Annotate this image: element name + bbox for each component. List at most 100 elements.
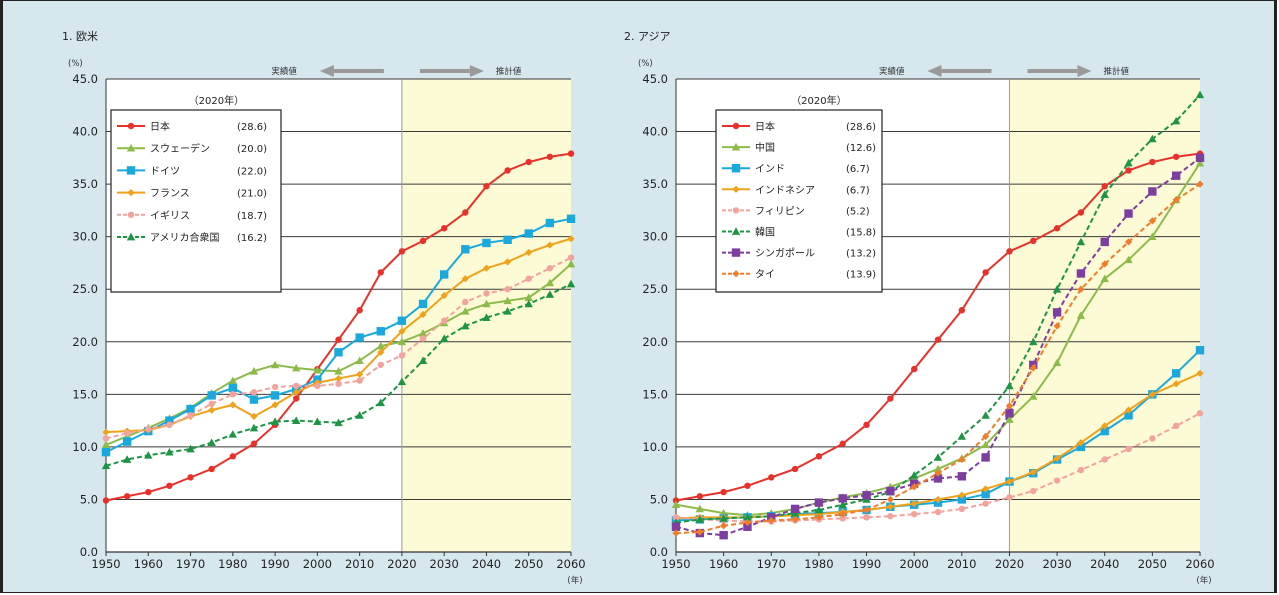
data-point [419, 310, 427, 319]
data-point [208, 465, 215, 473]
data-point [982, 485, 990, 493]
data-point [462, 298, 469, 306]
data-point [418, 329, 428, 337]
legend-label: インド [755, 164, 785, 175]
data-point [335, 336, 342, 343]
data-point [1100, 237, 1109, 247]
data-point [503, 307, 512, 315]
data-point [145, 425, 152, 433]
data-point [546, 153, 554, 160]
data-point [355, 411, 364, 419]
data-point [101, 447, 111, 457]
legend-label: インドネシア [755, 184, 815, 196]
data-point [334, 374, 343, 383]
data-point [1077, 209, 1085, 216]
data-point [1029, 337, 1038, 346]
data-point [545, 218, 555, 228]
data-point [838, 494, 847, 503]
data-point [461, 275, 469, 283]
x-unit-label: (年) [567, 575, 582, 586]
data-point [958, 307, 966, 314]
data-point [958, 455, 966, 464]
data-point [122, 455, 132, 463]
x-tick-label: 2010 [345, 557, 374, 571]
y-tick-label: 25.0 [72, 282, 98, 296]
data-point [419, 335, 427, 342]
data-point [957, 472, 967, 481]
data-point [1052, 308, 1062, 317]
data-point [1172, 380, 1180, 388]
data-point [815, 453, 823, 460]
data-point [1101, 456, 1108, 463]
data-point [1052, 358, 1062, 367]
data-point [271, 383, 279, 391]
data-point [695, 515, 705, 523]
data-point [123, 430, 131, 437]
data-point [335, 380, 342, 388]
data-point [1124, 158, 1133, 167]
actual-arrow-shaft [333, 69, 384, 73]
data-point [1077, 439, 1085, 447]
x-tick-label: 2000 [900, 557, 929, 571]
data-point [503, 296, 512, 305]
legend-label: 中国 [755, 141, 775, 154]
data-point [292, 416, 301, 424]
legend-label: アメリカ合衆国 [150, 231, 220, 244]
data-point [166, 482, 173, 489]
y-tick-label: 5.0 [80, 492, 98, 506]
data-point [482, 264, 491, 272]
data-point [461, 321, 470, 330]
data-point [814, 498, 824, 507]
legend-title: （2020年） [791, 94, 846, 107]
data-point [249, 395, 259, 404]
actual-label: 実績値 [879, 66, 905, 77]
data-point [1077, 285, 1085, 293]
data-point [524, 293, 533, 301]
data-point [525, 275, 532, 282]
data-point [791, 465, 799, 473]
data-point [546, 241, 554, 249]
y-tick-label: 35.0 [72, 177, 98, 191]
data-point [101, 440, 111, 449]
series-1 [672, 150, 1204, 504]
data-point [566, 259, 576, 268]
data-point [1196, 180, 1204, 188]
data-point [672, 497, 680, 504]
data-point [270, 391, 280, 400]
chart-title: 2. アジア [624, 30, 671, 43]
data-point [720, 522, 728, 530]
actual-label: 実績値 [271, 66, 297, 77]
data-point [672, 529, 680, 537]
data-point [440, 291, 448, 300]
data-point [1148, 232, 1157, 241]
x-tick-label: 1990 [260, 557, 289, 571]
data-point [482, 299, 491, 308]
y-unit-label: (%) [68, 59, 83, 69]
data-point [981, 411, 990, 419]
data-point [863, 514, 870, 521]
x-tick-label: 1960 [134, 557, 163, 571]
data-point [910, 500, 918, 508]
data-point [958, 491, 966, 499]
x-tick-label: 1950 [661, 557, 690, 571]
data-point [207, 438, 216, 447]
data-point [122, 437, 132, 446]
legend-marker [732, 122, 740, 130]
data-point [1005, 415, 1014, 423]
data-point [334, 418, 343, 427]
data-point [1148, 187, 1157, 196]
data-point [398, 352, 406, 359]
projected-arrow-shaft [419, 69, 470, 73]
data-point [1006, 248, 1013, 255]
series-8 [672, 180, 1204, 537]
actual-arrow-shaft [941, 69, 992, 73]
data-point [376, 341, 385, 350]
data-point [1125, 167, 1132, 174]
data-point [933, 464, 943, 473]
legend-marker [732, 185, 740, 193]
chart-2: 0.0 5.0 10.0 15.0 20.0 25.0 30.0 35.0 40.0 45.0 19… [624, 30, 1215, 586]
data-point [207, 391, 216, 400]
x-tick-label: 2030 [430, 557, 459, 571]
data-point [314, 382, 321, 390]
data-point [790, 504, 800, 514]
